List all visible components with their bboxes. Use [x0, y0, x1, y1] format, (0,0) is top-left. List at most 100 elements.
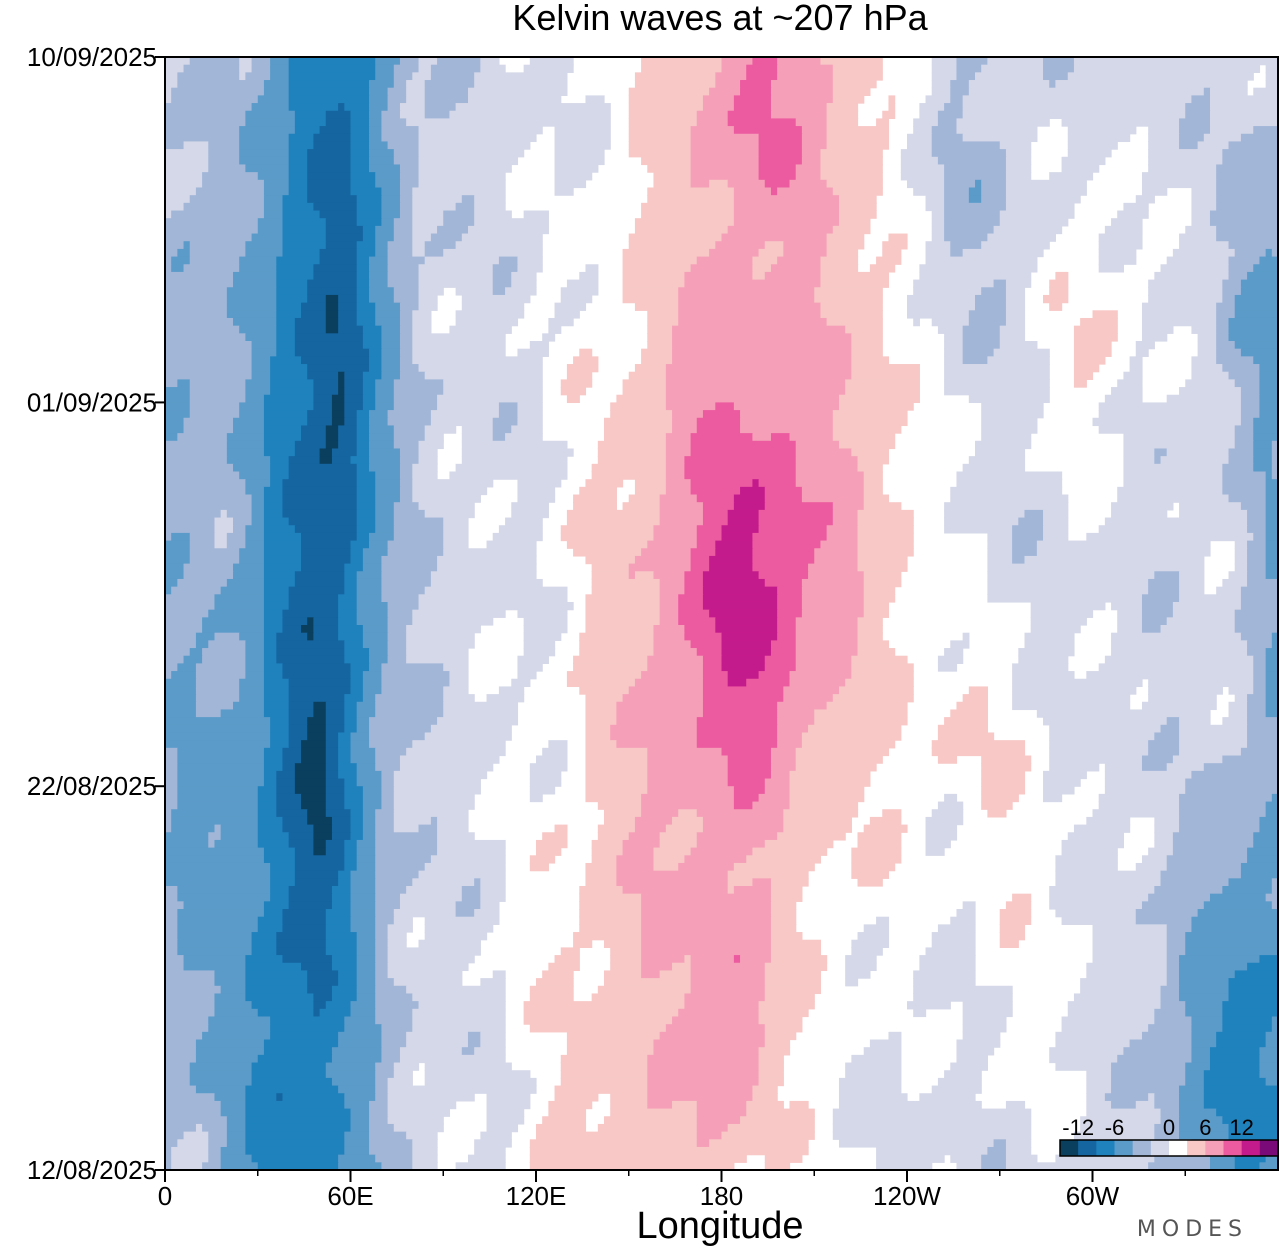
- contour-cell: [325, 225, 364, 235]
- contour-cell: [165, 202, 185, 212]
- contour-cell: [480, 885, 506, 895]
- contour-cell: [1086, 816, 1131, 826]
- contour-cell: [177, 939, 253, 948]
- contour-cell: [931, 225, 945, 235]
- contour-cell: [263, 648, 277, 657]
- contour-cell: [356, 839, 376, 849]
- contour-cell: [282, 816, 308, 826]
- contour-cell: [233, 417, 265, 427]
- contour-cell: [770, 433, 791, 442]
- contour-cell: [430, 410, 500, 419]
- contour-cell: [1259, 394, 1278, 404]
- contour-cell: [1154, 271, 1230, 281]
- contour-cell: [251, 57, 271, 66]
- contour-cell: [270, 1016, 345, 1025]
- contour-cell: [1253, 356, 1278, 365]
- contour-cell: [863, 479, 883, 488]
- contour-cell: [437, 832, 475, 841]
- contour-cell: [622, 264, 692, 273]
- contour-cell: [245, 1085, 339, 1094]
- contour-cell: [777, 64, 834, 73]
- contour-cell: [183, 64, 240, 73]
- contour-cell: [288, 95, 370, 104]
- contour-cell: [783, 694, 834, 703]
- contour-cell: [795, 763, 877, 772]
- contour-cell: [573, 494, 617, 503]
- contour-cell: [313, 701, 327, 711]
- contour-cell: [944, 387, 1050, 396]
- contour-cell: [177, 1139, 209, 1148]
- contour-cell: [350, 901, 376, 910]
- contour-cell: [424, 241, 457, 250]
- contour-cell: [647, 1062, 760, 1071]
- contour-cell: [585, 95, 605, 104]
- contour-cell: [387, 939, 407, 948]
- contour-cell: [1234, 310, 1278, 319]
- contour-cell: [381, 793, 395, 803]
- contour-cell: [579, 909, 642, 918]
- contour-cell: [195, 1047, 265, 1056]
- contour-cell: [517, 663, 543, 672]
- contour-cell: [399, 1054, 506, 1064]
- contour-cell: [369, 348, 383, 357]
- contour-cell: [628, 563, 692, 572]
- contour-cell: [165, 1108, 222, 1117]
- contour-cell: [165, 463, 234, 473]
- contour-cell: [294, 578, 345, 588]
- contour-cell: [263, 909, 284, 918]
- contour-cell: [585, 479, 624, 488]
- contour-cell: [647, 187, 735, 196]
- contour-cell: [672, 962, 692, 972]
- contour-cell: [1234, 563, 1248, 572]
- contour-cell: [665, 463, 685, 473]
- contour-cell: [641, 970, 661, 979]
- contour-cell: [1259, 256, 1278, 265]
- contour-cell: [888, 233, 908, 242]
- contour-cell: [1228, 271, 1248, 281]
- contour-cell: [1216, 164, 1278, 173]
- contour-cell: [350, 149, 370, 158]
- contour-cell: [418, 294, 438, 304]
- contour-cell: [610, 732, 698, 741]
- contour-cell: [733, 202, 840, 212]
- contour-cell: [659, 578, 685, 588]
- contour-cell: [1148, 287, 1223, 296]
- contour-cell: [1141, 187, 1168, 196]
- contour-cell: [536, 1123, 587, 1133]
- contour-cell: [529, 793, 543, 803]
- contour-cell: [307, 279, 358, 288]
- contour-cell: [937, 655, 964, 664]
- contour-cell: [1228, 264, 1254, 273]
- contour-cell: [1092, 924, 1168, 933]
- contour-cell: [1228, 701, 1248, 711]
- contour-cell: [962, 248, 1044, 258]
- contour-cell: [165, 1039, 197, 1048]
- contour-cell: [369, 110, 383, 120]
- contour-cell: [690, 164, 760, 173]
- contour-cell: [406, 640, 475, 649]
- contour-cell: [1049, 302, 1063, 311]
- contour-cell: [1234, 1154, 1267, 1163]
- contour-cell: [653, 640, 692, 649]
- contour-cell: [1228, 448, 1254, 457]
- contour-cell: [665, 440, 692, 450]
- contour-cell: [659, 517, 704, 526]
- contour-cell: [165, 517, 216, 526]
- contour-cell: [331, 448, 358, 457]
- contour-cell: [801, 586, 865, 595]
- contour-cell: [294, 325, 327, 334]
- contour-cell: [325, 740, 339, 749]
- contour-cell: [672, 333, 852, 342]
- contour-cell: [288, 179, 308, 189]
- contour-cell: [263, 686, 290, 695]
- contour-cell: [165, 440, 228, 450]
- contour-cell: [165, 195, 191, 204]
- contour-cell: [443, 218, 475, 227]
- contour-cell: [399, 325, 413, 334]
- contour-cell: [696, 740, 778, 749]
- contour-cell: [1203, 1085, 1278, 1094]
- contour-cell: [1012, 525, 1044, 534]
- contour-cell: [944, 210, 1001, 219]
- contour-cell: [1203, 1100, 1278, 1110]
- contour-cell: [294, 341, 364, 350]
